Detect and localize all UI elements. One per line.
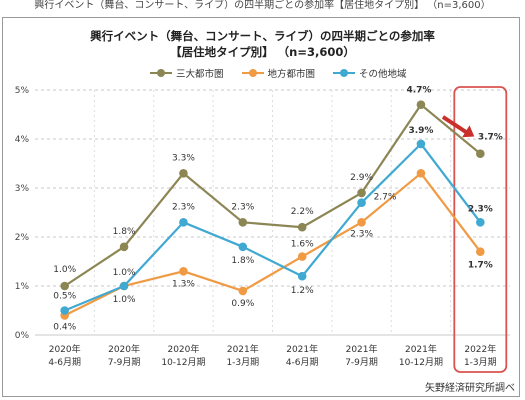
chart-title-line1: 興行イベント（舞台、コンサート、ライブ）の四半期ごとの参加率 — [90, 29, 435, 43]
legend-item-series3: その他地域 — [333, 66, 407, 80]
data-label: 2.3% — [350, 229, 373, 239]
x-tick-label-year: 2021年 — [346, 343, 378, 355]
x-tick-label-quarter: 7-9月期 — [345, 357, 378, 368]
trend-arrow-shaft — [441, 115, 470, 136]
data-point — [416, 100, 426, 109]
data-point — [476, 149, 485, 158]
x-tick-label-quarter: 4-6月期 — [48, 357, 81, 368]
data-point — [297, 271, 307, 281]
data-label: 1.2% — [291, 286, 314, 296]
trend-arrow-head — [462, 125, 475, 138]
x-tick-label-year: 2020年 — [167, 343, 199, 355]
data-label: 2.2% — [291, 207, 314, 217]
x-tick-label-quarter: 4-6月期 — [286, 357, 319, 368]
data-point — [179, 218, 188, 227]
y-tick-label: 3% — [15, 184, 30, 194]
x-tick-label-year: 2022年 — [464, 343, 496, 355]
legend-swatch-series3 — [333, 68, 356, 78]
data-point — [357, 218, 366, 227]
data-point — [476, 218, 485, 227]
x-tick-label-quarter: 10-12月期 — [399, 357, 443, 368]
data-label: 3.7% — [478, 133, 503, 143]
data-label: 3.9% — [408, 126, 433, 136]
chart-title-line2: 【居住地タイプ別】 （n=3,600） — [170, 45, 355, 59]
data-point — [297, 252, 307, 261]
data-point — [238, 218, 248, 227]
legend-label-series1: 三大都市圏 — [176, 69, 224, 80]
y-tick-label: 1% — [15, 282, 30, 292]
x-tick-label-year: 2021年 — [227, 343, 259, 355]
data-label: 1.8% — [231, 256, 254, 266]
legend-item-series1: 三大都市圏 — [150, 66, 224, 80]
data-point — [119, 281, 129, 291]
legend-label-series2: 地方都市圏 — [267, 69, 316, 80]
legend-label-series3: その他地域 — [359, 69, 407, 80]
data-label: 1.8% — [113, 227, 136, 237]
legend-swatch-series2 — [241, 68, 264, 78]
data-label: 0.4% — [53, 322, 76, 332]
x-tick-label-quarter: 1-3月期 — [464, 357, 497, 368]
data-label: 1.6% — [291, 240, 314, 250]
highlight-box — [453, 86, 508, 373]
data-point — [238, 242, 248, 252]
data-label: 1.3% — [172, 279, 195, 289]
series-line-3 — [64, 142, 482, 312]
x-tick-label-quarter: 7-9月期 — [108, 357, 141, 368]
chart-frame — [2, 17, 520, 397]
data-point — [119, 242, 129, 252]
x-tick-label-year: 2020年 — [49, 343, 81, 355]
data-label: 0.9% — [231, 299, 254, 309]
chart-legend: 三大都市圏 地方都市圏 その他地域 — [150, 66, 407, 80]
data-point — [179, 267, 188, 276]
data-label: 2.9% — [350, 173, 373, 183]
x-tick-label-quarter: 10-12月期 — [161, 357, 205, 368]
data-point — [238, 286, 248, 296]
source-note: 矢野経済研究所調べ — [425, 383, 515, 394]
data-label: 2.3% — [468, 204, 493, 214]
data-point — [416, 169, 426, 178]
y-tick-label: 5% — [15, 86, 30, 96]
series-line-2 — [64, 171, 482, 317]
series-line-1 — [64, 103, 482, 287]
x-tick-label-quarter: 1-3月期 — [226, 357, 259, 368]
y-tick-label: 0% — [15, 331, 30, 341]
data-point — [60, 281, 69, 291]
data-label: 2.3% — [231, 202, 254, 212]
x-tick-label-year: 2021年 — [286, 343, 318, 355]
data-label: 1.7% — [468, 261, 493, 271]
data-point — [476, 247, 485, 256]
y-tick-label: 2% — [15, 233, 30, 243]
data-label: 2.7% — [374, 193, 397, 203]
data-point — [357, 198, 366, 207]
data-point — [179, 169, 188, 178]
data-label: 1.0% — [113, 268, 136, 278]
x-tick-label-year: 2020年 — [108, 343, 140, 355]
legend-swatch-series1 — [150, 68, 172, 78]
data-label: 4.7% — [406, 86, 431, 96]
data-label: 0.5% — [53, 292, 76, 302]
data-label: 2.3% — [172, 202, 195, 212]
data-label: 1.0% — [113, 295, 136, 305]
data-label: 1.0% — [53, 265, 76, 275]
data-point — [297, 222, 307, 232]
x-tick-label-year: 2021年 — [405, 343, 437, 355]
legend-item-series2: 地方都市圏 — [241, 66, 316, 80]
page-caption: 興行イベント（舞台、コンサート、ライブ）の四半期ごとの参加率【居住地タイプ別】 … — [34, 0, 491, 11]
data-label: 3.3% — [172, 153, 195, 163]
data-point — [416, 139, 426, 149]
data-point — [357, 188, 366, 198]
data-point — [60, 306, 69, 315]
y-tick-label: 4% — [15, 135, 30, 145]
